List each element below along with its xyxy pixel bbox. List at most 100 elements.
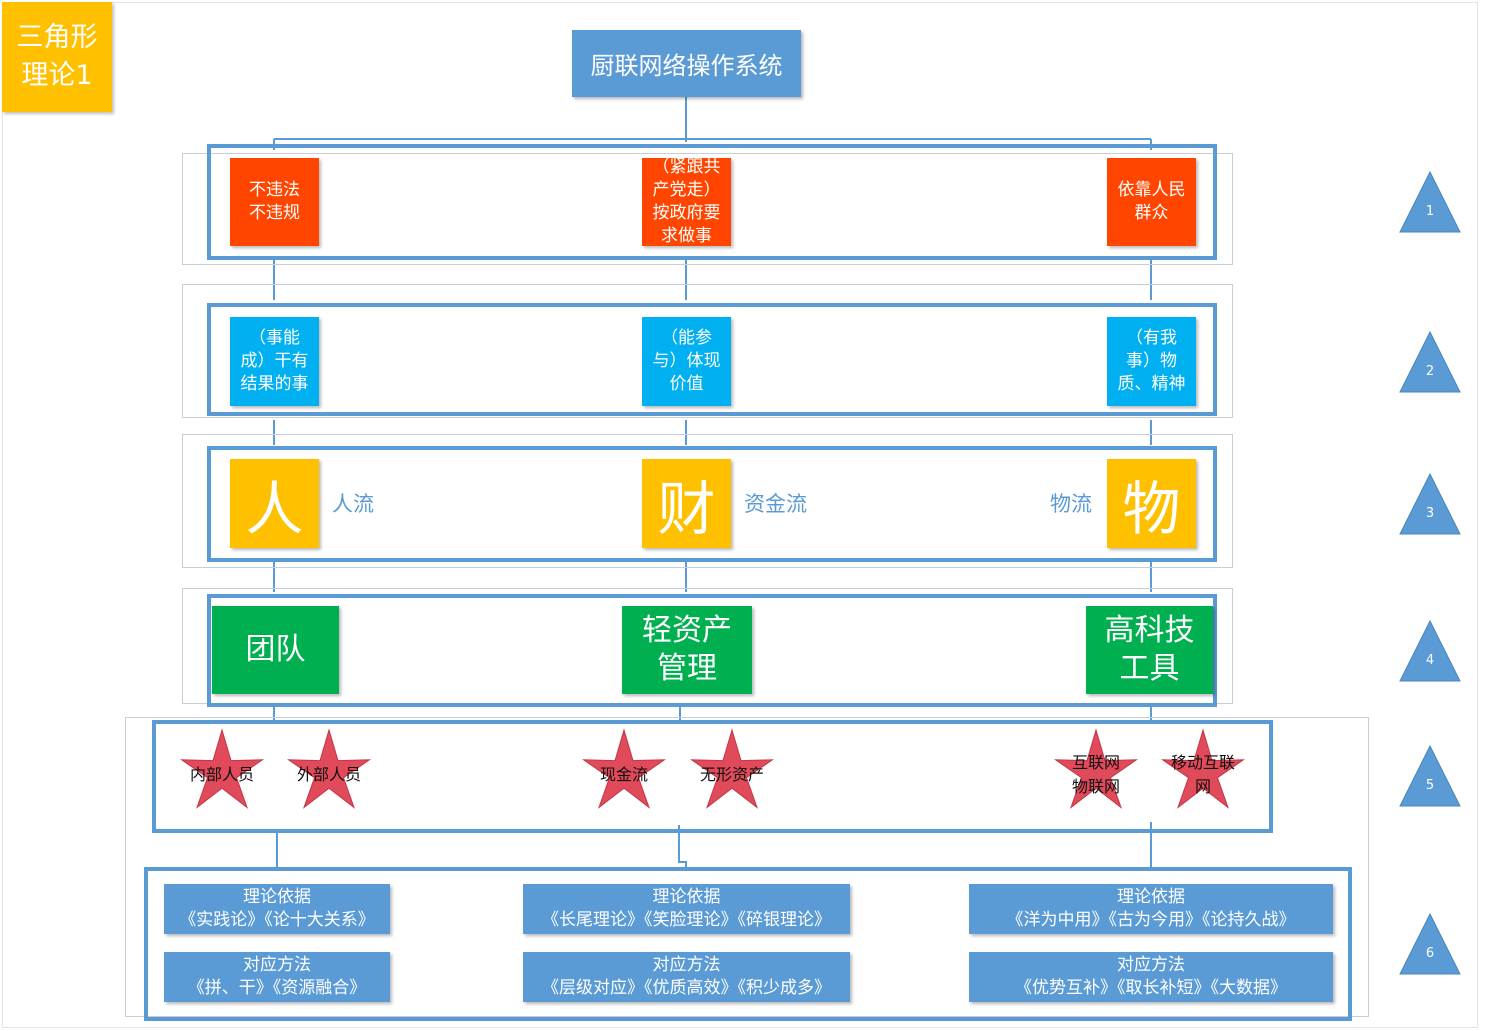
star-label: 内部人员 [180, 760, 264, 790]
row-2-left-box: （事能 成）干有 结果的事 [230, 317, 319, 406]
row-3-left-box: 人 [230, 459, 319, 548]
row-1-center-line: 求做事 [661, 226, 712, 246]
row-6-right-method: 对应方法 《优势互补》《取长补短》《大数据》 [969, 952, 1333, 1002]
level-number: 2 [1425, 364, 1435, 379]
row-1-center-line: 按政府要 [652, 203, 721, 223]
row-3-outer-frame [182, 434, 1233, 568]
level-number: 6 [1425, 946, 1435, 961]
canvas-border [2, 2, 1478, 1028]
level-2-triangle: 2 [1399, 330, 1461, 394]
row-4-left-line: 团队 [245, 632, 306, 667]
row-2-left-line: 结果的事 [240, 374, 309, 394]
row-5-6-outer-frame [125, 717, 1369, 1017]
star-label-line: 现金流 [599, 765, 648, 784]
star-label: 现金流 [582, 760, 666, 790]
triangle-icon [1399, 472, 1461, 535]
level-1-triangle: 1 [1399, 170, 1461, 234]
row-1-right-line: 依靠人民 [1117, 180, 1186, 200]
star-icon [287, 728, 371, 809]
row-2-right-line: 质、精神 [1117, 374, 1186, 394]
badge-line-2: 理论1 [21, 60, 93, 91]
row-1-center-line: （紧跟共 [652, 157, 721, 177]
star-label: 移动互联 网 [1161, 750, 1245, 800]
star-label: 外部人员 [287, 760, 371, 790]
row-6-frame [144, 867, 1352, 1021]
row-3-frame [207, 446, 1217, 562]
level-number: 1 [1425, 204, 1435, 219]
row-4-right-line: 高科技 [1104, 613, 1195, 648]
star-cash-flow: 现金流 [582, 728, 666, 818]
triangle-icon [1399, 744, 1461, 807]
triangle-icon [1399, 912, 1461, 975]
row-1-left-line: 不违法 [249, 180, 300, 200]
theory-works: 《洋为中用》《古为今用》《论持久战》 [1006, 910, 1296, 930]
row-1-outer-frame [182, 153, 1233, 265]
theory-heading: 理论依据 [1117, 887, 1185, 907]
row-4-center-line: 管理 [657, 651, 717, 686]
theory-badge: 三角形 理论1 [2, 2, 112, 112]
row-4-center-line: 轻资产 [642, 613, 732, 648]
row-2-center-line: （能参 [661, 328, 712, 348]
row-1-right-box: 依靠人民 群众 [1107, 158, 1196, 246]
star-internal-staff: 内部人员 [180, 728, 264, 818]
method-heading: 对应方法 [652, 955, 721, 975]
level-4-triangle: 4 [1399, 619, 1461, 683]
star-intangible-assets: 无形资产 [690, 728, 774, 818]
star-label: 互联网 物联网 [1054, 750, 1138, 800]
level-6-triangle: 6 [1399, 912, 1461, 976]
method-heading: 对应方法 [243, 955, 311, 975]
row-4-left-box: 团队 [212, 606, 339, 694]
row-4-right-box: 高科技 工具 [1086, 606, 1213, 694]
star-label-line: 移动互联 [1170, 753, 1235, 772]
row-1-left-line: 不违规 [249, 203, 300, 223]
star-icon [690, 728, 774, 809]
row-1-center-line: 产党走） [652, 180, 721, 200]
row-2-frame [207, 303, 1217, 416]
people-glyph: 人 [245, 474, 304, 543]
theory-works: 《实践论》《论十大关系》 [179, 910, 375, 930]
system-title-box: 厨联网络操作系统 [572, 30, 801, 97]
star-icon [1054, 728, 1138, 809]
row-2-center-box: （能参 与）体现 价值 [642, 317, 731, 406]
badge-line-1: 三角形 [16, 22, 98, 53]
level-number: 4 [1425, 653, 1435, 668]
row-2-left-line: （事能 [249, 328, 300, 348]
star-label: 无形资产 [690, 760, 774, 790]
row-6-right-theory: 理论依据 《洋为中用》《古为今用》《论持久战》 [969, 884, 1333, 934]
triangle-icon [1399, 170, 1461, 233]
row-2-right-line: 事）物 [1126, 351, 1177, 371]
row-4-center-box: 轻资产 管理 [622, 606, 752, 694]
star-mobile-internet: 移动互联 网 [1161, 728, 1245, 818]
theory-heading: 理论依据 [652, 887, 721, 907]
method-works: 《优势互补》《取长补短》《大数据》 [1015, 978, 1287, 998]
method-works: 《层级对应》《优质高效》《积少成多》 [542, 978, 831, 998]
star-icon [582, 728, 666, 809]
star-label-line: 内部人员 [189, 765, 254, 784]
capital-flow-label: 资金流 [744, 492, 807, 516]
row-1-center-box: （紧跟共 产党走） 按政府要 求做事 [642, 157, 731, 246]
people-flow-label: 人流 [332, 492, 374, 516]
star-label-line: 外部人员 [296, 765, 361, 784]
level-5-triangle: 5 [1399, 744, 1461, 808]
row-2-center-line: 与）体现 [652, 351, 721, 371]
row-3-right-box: 物 [1107, 459, 1196, 548]
level-number: 3 [1425, 506, 1435, 521]
star-internet-iot: 互联网 物联网 [1054, 728, 1138, 818]
row-6-center-method: 对应方法 《层级对应》《优质高效》《积少成多》 [523, 952, 850, 1002]
theory-heading: 理论依据 [243, 887, 311, 907]
star-label-line: 无形资产 [699, 765, 764, 784]
goods-flow-label: 物流 [1050, 492, 1092, 516]
row-6-center-theory: 理论依据 《长尾理论》《笑脸理论》《碎银理论》 [523, 884, 850, 934]
star-label-line: 互联网 [1071, 753, 1120, 772]
method-heading: 对应方法 [1117, 955, 1185, 975]
money-glyph: 财 [657, 474, 716, 543]
star-label-line: 物联网 [1071, 777, 1120, 796]
row-5-frame [152, 720, 1273, 833]
row-6-left-theory: 理论依据 《实践论》《论十大关系》 [164, 884, 390, 934]
row-2-right-line: （有我 [1126, 328, 1177, 348]
row-6-left-method: 对应方法 《拼、干》《资源融合》 [164, 952, 390, 1002]
row-2-right-box: （有我 事）物 质、精神 [1107, 317, 1196, 406]
theory-works: 《长尾理论》《笑脸理论》《碎银理论》 [542, 910, 831, 930]
system-title: 厨联网络操作系统 [590, 52, 783, 80]
row-2-outer-frame [182, 284, 1233, 418]
